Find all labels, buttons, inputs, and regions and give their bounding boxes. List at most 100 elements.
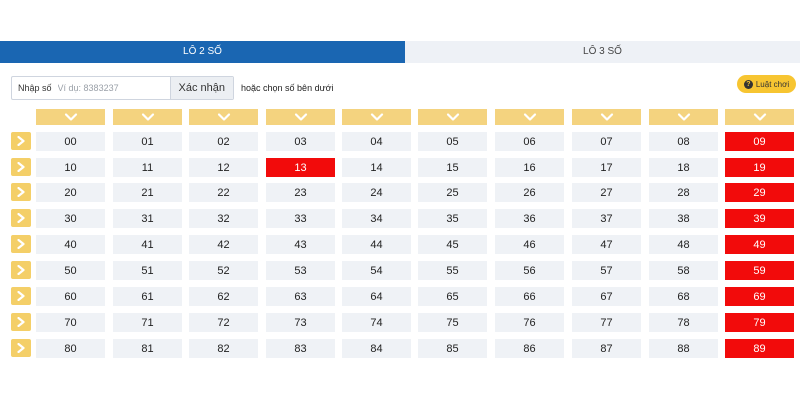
tab-lo-3-so[interactable]: LÔ 3 SỐ [405, 41, 800, 63]
number-cell[interactable]: 03 [266, 132, 335, 151]
number-cell[interactable]: 75 [418, 313, 487, 332]
number-cell[interactable]: 44 [342, 235, 411, 254]
number-cell[interactable]: 28 [649, 183, 718, 202]
number-cell[interactable]: 04 [342, 132, 411, 151]
number-cell[interactable]: 80 [36, 339, 105, 358]
column-select-button[interactable] [36, 109, 105, 125]
column-select-button[interactable] [266, 109, 335, 125]
number-cell[interactable]: 61 [113, 287, 182, 306]
row-select-button[interactable] [11, 313, 31, 331]
column-select-button[interactable] [342, 109, 411, 125]
number-cell[interactable]: 08 [649, 132, 718, 151]
number-cell[interactable]: 56 [495, 261, 564, 280]
number-cell[interactable]: 17 [572, 158, 641, 177]
number-cell[interactable]: 47 [572, 235, 641, 254]
row-select-button[interactable] [11, 287, 31, 305]
number-cell[interactable]: 10 [36, 158, 105, 177]
number-cell[interactable]: 87 [572, 339, 641, 358]
column-select-button[interactable] [113, 109, 182, 125]
number-cell[interactable]: 49 [725, 235, 794, 254]
number-cell[interactable]: 06 [495, 132, 564, 151]
number-cell[interactable]: 86 [495, 339, 564, 358]
number-cell[interactable]: 33 [266, 209, 335, 228]
number-cell[interactable]: 58 [649, 261, 718, 280]
number-cell[interactable]: 79 [725, 313, 794, 332]
number-cell[interactable]: 74 [342, 313, 411, 332]
number-cell[interactable]: 16 [495, 158, 564, 177]
number-cell[interactable]: 78 [649, 313, 718, 332]
number-cell[interactable]: 57 [572, 261, 641, 280]
row-select-button[interactable] [11, 235, 31, 253]
number-cell[interactable]: 48 [649, 235, 718, 254]
number-cell[interactable]: 18 [649, 158, 718, 177]
row-select-button[interactable] [11, 339, 31, 357]
number-cell[interactable]: 42 [189, 235, 258, 254]
number-cell[interactable]: 59 [725, 261, 794, 280]
number-cell[interactable]: 40 [36, 235, 105, 254]
number-cell[interactable]: 24 [342, 183, 411, 202]
column-select-button[interactable] [725, 109, 794, 125]
number-cell[interactable]: 63 [266, 287, 335, 306]
number-cell[interactable]: 84 [342, 339, 411, 358]
number-cell[interactable]: 20 [36, 183, 105, 202]
number-cell[interactable]: 37 [572, 209, 641, 228]
number-cell[interactable]: 01 [113, 132, 182, 151]
number-cell[interactable]: 34 [342, 209, 411, 228]
number-cell[interactable]: 39 [725, 209, 794, 228]
number-cell[interactable]: 50 [36, 261, 105, 280]
column-select-button[interactable] [649, 109, 718, 125]
number-cell[interactable]: 65 [418, 287, 487, 306]
number-cell[interactable]: 52 [189, 261, 258, 280]
number-cell[interactable]: 81 [113, 339, 182, 358]
number-cell[interactable]: 02 [189, 132, 258, 151]
number-cell[interactable]: 38 [649, 209, 718, 228]
number-cell[interactable]: 83 [266, 339, 335, 358]
number-cell[interactable]: 29 [725, 183, 794, 202]
number-cell[interactable]: 11 [113, 158, 182, 177]
number-cell[interactable]: 22 [189, 183, 258, 202]
number-cell[interactable]: 43 [266, 235, 335, 254]
number-cell[interactable]: 19 [725, 158, 794, 177]
number-cell[interactable]: 05 [418, 132, 487, 151]
number-cell[interactable]: 13 [266, 158, 335, 177]
number-cell[interactable]: 30 [36, 209, 105, 228]
number-cell[interactable]: 70 [36, 313, 105, 332]
column-select-button[interactable] [495, 109, 564, 125]
number-cell[interactable]: 76 [495, 313, 564, 332]
number-cell[interactable]: 72 [189, 313, 258, 332]
number-cell[interactable]: 41 [113, 235, 182, 254]
number-cell[interactable]: 53 [266, 261, 335, 280]
row-select-button[interactable] [11, 183, 31, 201]
number-cell[interactable]: 89 [725, 339, 794, 358]
column-select-button[interactable] [418, 109, 487, 125]
number-cell[interactable]: 14 [342, 158, 411, 177]
column-select-button[interactable] [572, 109, 641, 125]
number-cell[interactable]: 31 [113, 209, 182, 228]
number-cell[interactable]: 25 [418, 183, 487, 202]
number-cell[interactable]: 55 [418, 261, 487, 280]
number-cell[interactable]: 66 [495, 287, 564, 306]
confirm-button[interactable]: Xác nhận [169, 77, 234, 99]
number-cell[interactable]: 77 [572, 313, 641, 332]
number-cell[interactable]: 12 [189, 158, 258, 177]
number-cell[interactable]: 54 [342, 261, 411, 280]
number-cell[interactable]: 85 [418, 339, 487, 358]
number-cell[interactable]: 09 [725, 132, 794, 151]
number-cell[interactable]: 27 [572, 183, 641, 202]
number-cell[interactable]: 26 [495, 183, 564, 202]
number-cell[interactable]: 71 [113, 313, 182, 332]
rules-button[interactable]: ? Luật chơi [737, 75, 796, 93]
number-cell[interactable]: 21 [113, 183, 182, 202]
row-select-button[interactable] [11, 209, 31, 227]
number-cell[interactable]: 07 [572, 132, 641, 151]
number-cell[interactable]: 32 [189, 209, 258, 228]
number-cell[interactable]: 23 [266, 183, 335, 202]
number-cell[interactable]: 15 [418, 158, 487, 177]
number-cell[interactable]: 00 [36, 132, 105, 151]
number-cell[interactable]: 64 [342, 287, 411, 306]
number-cell[interactable]: 60 [36, 287, 105, 306]
row-select-button[interactable] [11, 132, 31, 150]
row-select-button[interactable] [11, 261, 31, 279]
number-cell[interactable]: 36 [495, 209, 564, 228]
number-cell[interactable]: 51 [113, 261, 182, 280]
